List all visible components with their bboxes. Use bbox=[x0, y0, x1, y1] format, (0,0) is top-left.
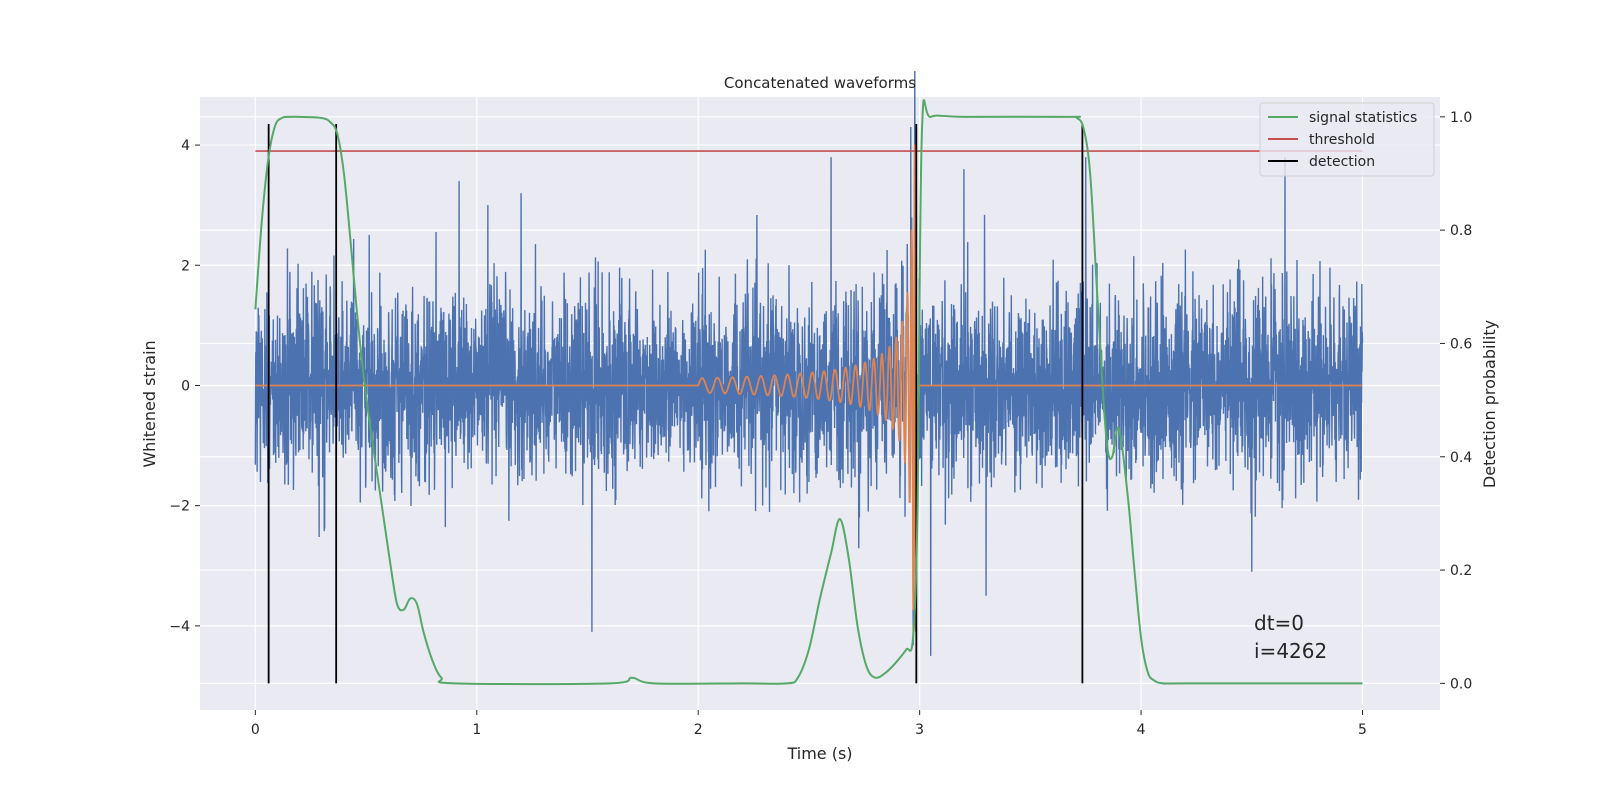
legend-box bbox=[1259, 102, 1435, 177]
strain-series-line bbox=[254, 71, 1364, 656]
y-tick-label: 0 bbox=[181, 378, 190, 394]
x-tick-label: 3 bbox=[915, 722, 924, 738]
x-tick-label: 4 bbox=[1137, 722, 1146, 738]
legend-label-threshold: threshold bbox=[1309, 132, 1375, 148]
legend-label-detection: detection bbox=[1309, 154, 1375, 170]
plot-series bbox=[254, 71, 1364, 686]
x-tick-label: 0 bbox=[251, 722, 260, 738]
x-tick-label: 2 bbox=[694, 722, 703, 738]
y2-tick-label: 0.4 bbox=[1450, 450, 1472, 466]
chart-title: Concatenated waveforms bbox=[724, 74, 916, 92]
legend: signal statistics threshold detection bbox=[1259, 102, 1435, 177]
y2-tick-label: 0.0 bbox=[1450, 676, 1472, 692]
injection-series-line bbox=[255, 144, 1363, 632]
y2-tick-label: 0.6 bbox=[1450, 336, 1472, 352]
legend-label-signal-statistics: signal statistics bbox=[1309, 110, 1417, 126]
annotation-dt: dt=0 bbox=[1254, 611, 1304, 635]
y-axis-label: Whitened strain bbox=[140, 340, 159, 467]
x-axis-label: Time (s) bbox=[786, 744, 852, 763]
y2-tick-label: 0.2 bbox=[1450, 563, 1472, 579]
y-tick-label: 2 bbox=[181, 258, 190, 274]
y2-axis-label: Detection probability bbox=[1480, 320, 1499, 488]
signal-statistics-line bbox=[254, 99, 1363, 686]
x-tick-label: 1 bbox=[472, 722, 481, 738]
annotation-index: i=4262 bbox=[1254, 639, 1327, 663]
x-tick-label: 5 bbox=[1358, 722, 1367, 738]
grid bbox=[200, 97, 1440, 710]
y2-tick-label: 0.8 bbox=[1450, 223, 1472, 239]
y-tick-label: 4 bbox=[181, 138, 190, 154]
y-tick-label: −4 bbox=[169, 619, 190, 635]
axes-ticks: 0 1 2 3 4 5 −4 −2 0 2 4 0.0 0.2 0.4 0.6 0.8 1.0 bbox=[169, 110, 1472, 738]
y-tick-label: −2 bbox=[169, 499, 190, 515]
y2-tick-label: 1.0 bbox=[1450, 110, 1472, 126]
